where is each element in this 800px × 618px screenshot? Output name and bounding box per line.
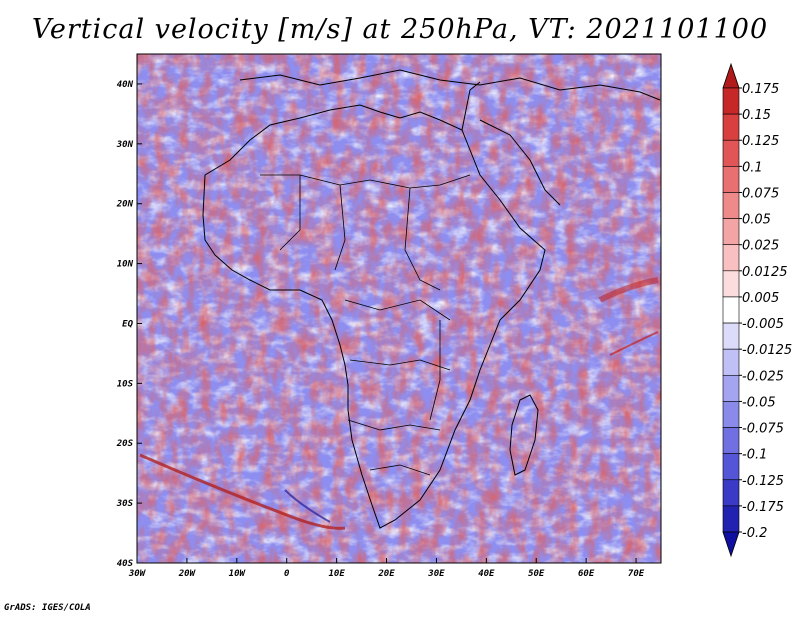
colorbar-label: -0.125 — [742, 474, 784, 489]
colorbar-bin — [722, 218, 740, 246]
colorbar-label: 0.125 — [742, 134, 779, 149]
lon-tick-label: 20W — [178, 569, 197, 579]
lon-tick-label: 40E — [478, 569, 495, 579]
colorbar-label: -0.175 — [742, 500, 784, 515]
colorbar-label: -0.025 — [742, 369, 784, 384]
colorbar-label: -0.2 — [742, 526, 767, 541]
colorbar-bin — [722, 113, 740, 141]
lon-tick-label: 50E — [528, 569, 545, 579]
colorbar-max-triangle — [722, 62, 740, 89]
colorbar-label: -0.075 — [742, 422, 784, 437]
lon-tick-label: 30E — [427, 569, 445, 579]
footer-credit: GrADS: IGES/COLA — [4, 603, 91, 613]
colorbar-bin — [722, 453, 740, 481]
lat-tick-label: 20S — [116, 439, 134, 449]
colorbar-label: 0.075 — [742, 186, 779, 201]
lat-tick-label: 40S — [117, 559, 134, 569]
colorbar-bin — [722, 244, 740, 272]
lon-tick-label: 30W — [128, 569, 147, 579]
map-axes: 30W 20W 10W 0 10E 20E 30E 40E 50E 60E 70E 40N 30N 20N… — [116, 80, 645, 579]
lat-tick-label: 30S — [116, 499, 134, 509]
colorbar-bin — [722, 296, 740, 324]
colorbar-bin — [722, 401, 740, 428]
colorbar-bin — [722, 505, 740, 533]
colorbar-min-triangle — [722, 531, 740, 558]
colorbar-bin — [722, 166, 740, 193]
lat-tick-label: 10S — [117, 379, 134, 389]
lat-tick-label: 10N — [117, 260, 134, 270]
lon-tick-label: 10E — [328, 569, 345, 579]
colorbar-label: 0.005 — [742, 291, 779, 306]
colorbar-bin — [722, 479, 740, 507]
map-title: Vertical velocity [m/s] at 250hPa, VT: 2… — [31, 14, 769, 45]
colorbar-label: -0.05 — [742, 395, 776, 410]
country-borders — [260, 174, 471, 476]
colorbar-bin — [722, 427, 740, 454]
colorbar-label: -0.1 — [742, 448, 767, 463]
lat-tick-label: 30N — [116, 140, 134, 150]
coastlines — [202, 69, 661, 529]
lon-tick-label: 0 — [284, 569, 290, 579]
colorbar: 0.175 0.15 0.125 0.1 0.075 0.05 0.025 0.0125 0.0… — [722, 62, 792, 558]
lon-tick-label: 60E — [578, 569, 595, 579]
colorbar-label: 0.15 — [742, 108, 771, 123]
colorbar-bin — [722, 374, 740, 402]
colorbar-label: 0.0125 — [742, 265, 788, 280]
colorbar-bin — [722, 139, 740, 167]
lon-tick-label: 70E — [628, 569, 645, 579]
colorbar-bin — [722, 322, 740, 350]
colorbar-label: 0.025 — [742, 239, 779, 254]
colorbar-bin — [722, 270, 740, 298]
colorbar-bin — [722, 348, 740, 376]
lon-tick-label: 10W — [229, 569, 247, 579]
plot-frame — [136, 53, 662, 564]
lat-tick-label: 40N — [117, 80, 134, 90]
colorbar-label: 0.175 — [742, 82, 779, 97]
colorbar-label: -0.005 — [742, 317, 784, 332]
colorbar-label: -0.0125 — [742, 343, 792, 358]
colorbar-label: 0.1 — [742, 160, 763, 175]
lon-tick-label: 20E — [377, 569, 395, 579]
lat-tick-label: EQ — [122, 319, 133, 329]
colorbar-label: 0.05 — [742, 213, 771, 228]
lat-tick-label: 20N — [116, 200, 134, 210]
colorbar-bin — [722, 192, 740, 219]
colorbar-bin — [722, 87, 740, 115]
velocity-field — [137, 54, 661, 563]
